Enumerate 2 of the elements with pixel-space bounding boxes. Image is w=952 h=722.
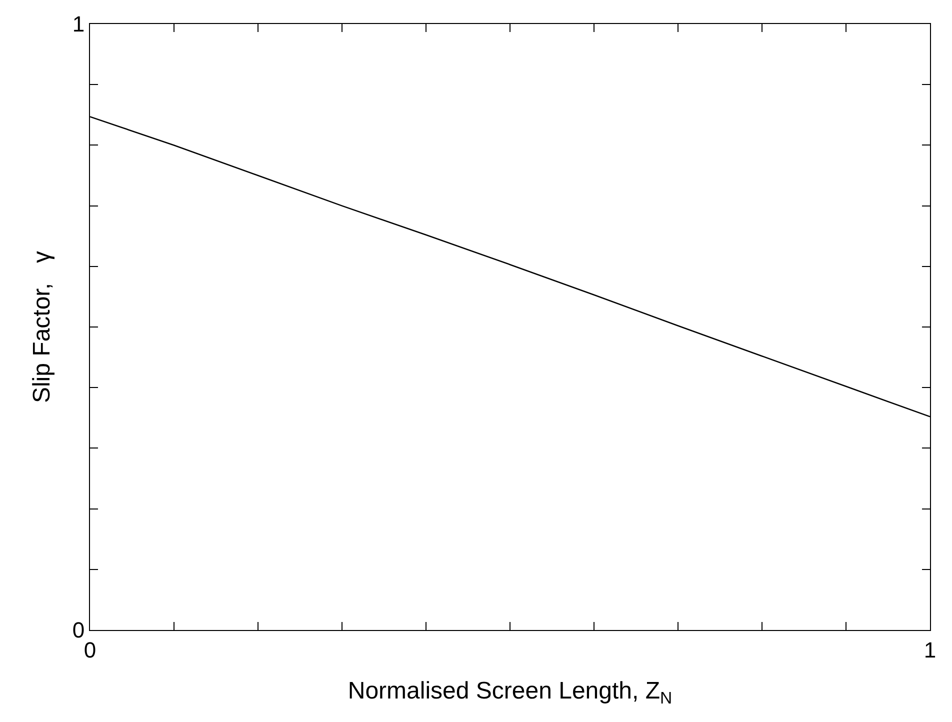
x-axis-title: Normalised Screen Length, Z$_{N}$: [348, 678, 672, 708]
y-axis-title: Slip Factor, γ: [28, 250, 56, 404]
